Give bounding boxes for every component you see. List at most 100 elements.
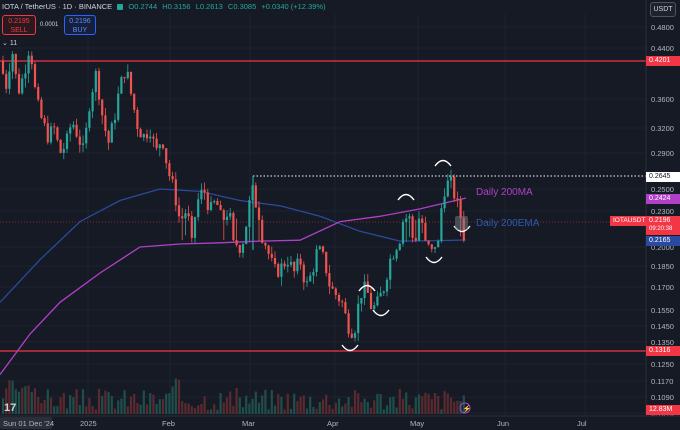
volume-bar <box>161 399 165 414</box>
volume-bar <box>392 396 395 414</box>
candle-body <box>408 216 411 219</box>
candle-body <box>437 240 440 248</box>
candle-body <box>353 333 357 338</box>
candle-body <box>11 54 14 72</box>
candle-body <box>289 261 293 265</box>
volume-bar <box>229 391 232 414</box>
candle-body <box>427 240 430 245</box>
time-axis[interactable]: Sun 01 Dec '24 2025 Feb Mar Apr May Jun Jul <box>0 415 680 430</box>
candle-body <box>43 117 46 124</box>
candle-body <box>430 244 433 249</box>
candle-body <box>190 216 193 238</box>
currency-button[interactable]: USDT <box>650 2 676 17</box>
chevron-down-icon: ⌄ <box>2 40 8 47</box>
volume-bar <box>181 401 184 414</box>
volume-bar <box>347 397 350 414</box>
volume-bar <box>40 403 43 414</box>
volume-bar <box>440 409 443 414</box>
volume-bar <box>456 400 459 414</box>
candle-body <box>369 292 373 309</box>
volume-bar <box>94 409 97 414</box>
chart-header: IOTA / TetherUS · 1D · BINANCE O0.2744 H… <box>0 0 329 14</box>
candle-body <box>97 70 101 100</box>
volume-bar <box>101 395 104 414</box>
price-tick-label: 0.2900 <box>651 149 674 158</box>
volume-bar <box>139 404 142 414</box>
candle-body <box>241 244 245 253</box>
candle-body <box>91 92 94 112</box>
volume-bar <box>107 392 110 414</box>
volume-bar <box>206 409 209 414</box>
candle-body <box>315 249 318 273</box>
volume-bar <box>113 408 117 414</box>
volume-bar <box>43 400 46 414</box>
indicator-toggle[interactable]: ⌄ 11 <box>2 39 17 47</box>
price-tick-label: 0.2300 <box>651 207 674 216</box>
volume-bar <box>174 378 177 414</box>
candle-body <box>222 210 225 220</box>
level-tag-bottom: 0.1316 <box>646 346 680 356</box>
candle-body <box>293 261 296 272</box>
volume-bar <box>136 402 139 414</box>
volume-bar <box>369 407 373 414</box>
annotation-arcs[interactable] <box>341 159 471 352</box>
volume-bar <box>225 397 229 414</box>
volume-bar <box>129 396 133 414</box>
candle-body <box>209 202 213 211</box>
candle-body <box>24 73 27 79</box>
volume-bar <box>232 406 235 414</box>
volume-bar <box>85 406 88 414</box>
ma200-annotation: Daily 200MA <box>476 187 533 198</box>
buy-label: BUY <box>72 27 88 34</box>
candle-body <box>414 237 417 241</box>
volume-bar <box>241 407 245 414</box>
buy-button[interactable]: 0.2196 BUY <box>64 15 96 35</box>
candle-body <box>56 127 59 140</box>
candle-body <box>280 263 283 277</box>
volume-bar <box>110 395 113 414</box>
candle-body <box>94 70 97 93</box>
volume-bar <box>325 394 328 414</box>
volume-bar <box>411 408 414 414</box>
horizontal-levels[interactable] <box>0 60 646 352</box>
volume-bar <box>401 398 405 414</box>
spread-value: 0.0001 <box>40 22 59 28</box>
candle-body <box>206 192 209 211</box>
level-tag-dotted: 0.2645 <box>646 172 680 182</box>
volume-bar <box>395 407 398 414</box>
buy-price: 0.2196 <box>69 18 91 25</box>
candle-body <box>8 71 11 89</box>
candle-body <box>168 163 171 177</box>
price-axis[interactable]: 0.4800 0.4400 0.3600 0.3200 0.2900 0.2500 0.23… <box>645 0 680 430</box>
candle-body <box>187 213 190 217</box>
sell-button[interactable]: 0.2195 SELL <box>2 15 36 35</box>
volume-bar <box>337 398 341 414</box>
candle-body <box>69 127 72 134</box>
candle-body <box>398 243 401 250</box>
candle-body <box>449 176 453 181</box>
volume-bar <box>46 389 49 414</box>
indicator-count: 11 <box>9 40 18 47</box>
volume-bar <box>257 402 261 414</box>
ma200-tag: 0.2424 <box>646 194 680 204</box>
volume-bar <box>437 395 440 414</box>
candle-body <box>53 126 56 128</box>
candle-body <box>30 55 33 65</box>
candle-body <box>14 54 17 75</box>
candle-body <box>363 281 366 298</box>
chart-grid <box>0 14 646 416</box>
open-value: O0.2744 <box>128 2 158 11</box>
candle-body <box>305 281 309 283</box>
candle-body <box>443 196 446 209</box>
candle-body <box>133 93 136 110</box>
volume-bar <box>427 393 430 414</box>
candle-body <box>302 264 305 283</box>
symbol-title[interactable]: IOTA / TetherUS · 1D · BINANCE <box>2 2 113 11</box>
replay-icon[interactable]: ⚡ <box>459 402 471 414</box>
top-arc-marker <box>358 284 376 292</box>
candle-body <box>254 185 257 208</box>
candle-body <box>1 61 5 74</box>
volume-bar <box>286 393 289 414</box>
volume-bar <box>293 393 296 414</box>
